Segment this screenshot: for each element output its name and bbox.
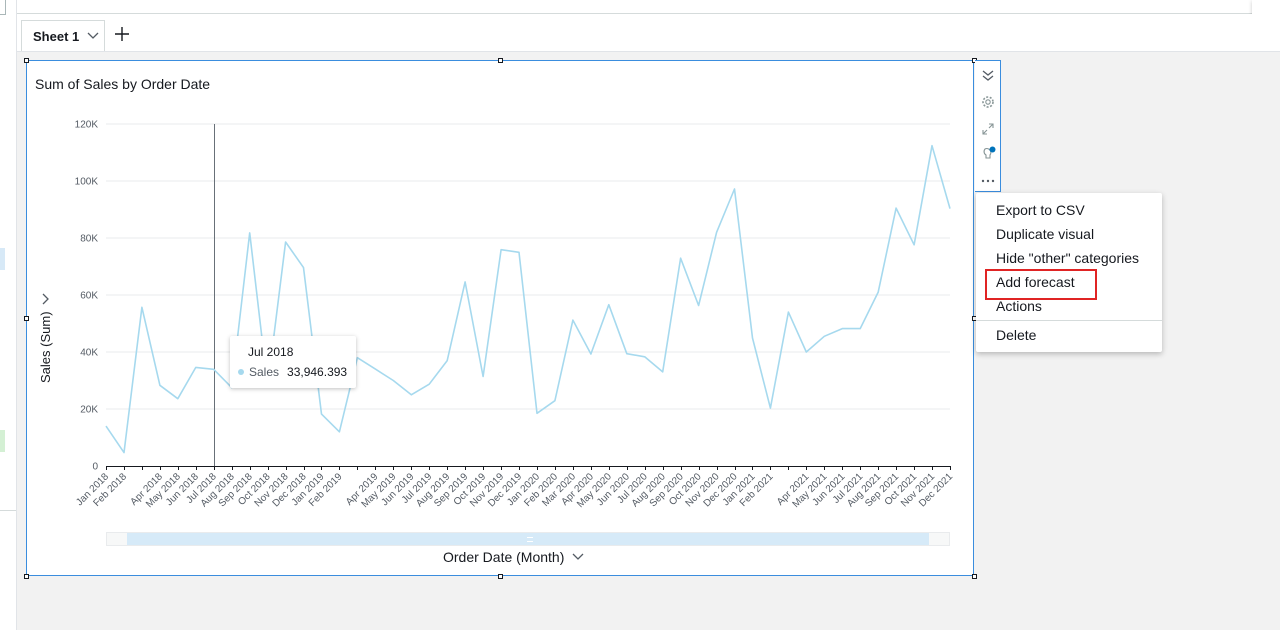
left-side-panel: [0, 0, 17, 630]
visual-toolbar: [975, 60, 1001, 192]
tooltip-row: Sales 33,946.393: [238, 365, 347, 379]
menu-item-add-forecast[interactable]: Add forecast: [996, 274, 1075, 290]
resize-handle[interactable]: [23, 57, 29, 63]
line-chart-visual[interactable]: [26, 60, 974, 576]
x-axis-range-scroller[interactable]: [106, 532, 950, 546]
menu-item-delete[interactable]: Delete: [996, 327, 1037, 343]
menu-separator: [976, 320, 1162, 321]
panel-marker: [0, 0, 6, 15]
chevron-down-icon[interactable]: [87, 32, 99, 40]
tooltip-title: Jul 2018: [248, 345, 294, 359]
annotation-highlight-box: [985, 269, 1097, 300]
sheet-tab-label: Sheet 1: [33, 28, 80, 44]
collapse-icon[interactable]: [980, 67, 996, 83]
visual-options-menu: Export to CSV Duplicate visual Hide "oth…: [976, 193, 1162, 352]
gear-icon[interactable]: [980, 94, 996, 110]
menu-item-actions[interactable]: Actions: [996, 298, 1042, 314]
top-bar: [17, 0, 1280, 14]
y-axis-label[interactable]: Sales (Sum): [38, 293, 53, 383]
resize-handle[interactable]: [497, 57, 503, 63]
x-axis-label[interactable]: Order Date (Month): [443, 549, 584, 565]
sheet-tab-bar: Sheet 1: [17, 14, 1280, 52]
scroller-grip-icon[interactable]: [527, 537, 533, 542]
scroller-thumb[interactable]: [127, 533, 929, 545]
panel-divider: [0, 510, 16, 511]
chart-tooltip: Jul 2018 Sales 33,946.393: [230, 336, 356, 388]
visual-title: Sum of Sales by Order Date: [35, 76, 211, 92]
panel-marker: [0, 248, 5, 270]
resize-handle[interactable]: [23, 573, 29, 579]
y-axis-title: Sales (Sum): [38, 311, 53, 383]
insight-icon[interactable]: [980, 146, 996, 162]
sheet-tab[interactable]: Sheet 1: [21, 20, 105, 51]
chevron-down-icon[interactable]: [572, 553, 584, 561]
add-sheet-icon[interactable]: [113, 25, 131, 43]
resize-handle[interactable]: [497, 573, 503, 579]
resize-handle[interactable]: [23, 315, 29, 321]
series-dot-icon: [238, 369, 244, 375]
menu-item-export-csv[interactable]: Export to CSV: [996, 202, 1085, 218]
chevron-right-icon[interactable]: [42, 293, 50, 305]
panel-marker: [0, 430, 5, 452]
expand-icon[interactable]: [980, 121, 996, 137]
more-options-icon[interactable]: [980, 173, 996, 189]
x-axis-title: Order Date (Month): [443, 549, 565, 565]
tooltip-series: Sales: [249, 365, 280, 379]
menu-item-duplicate-visual[interactable]: Duplicate visual: [996, 226, 1095, 242]
menu-item-hide-other[interactable]: Hide "other" categories: [996, 250, 1140, 266]
tooltip-value: 33,946.393: [287, 365, 348, 379]
resize-handle[interactable]: [971, 573, 977, 579]
